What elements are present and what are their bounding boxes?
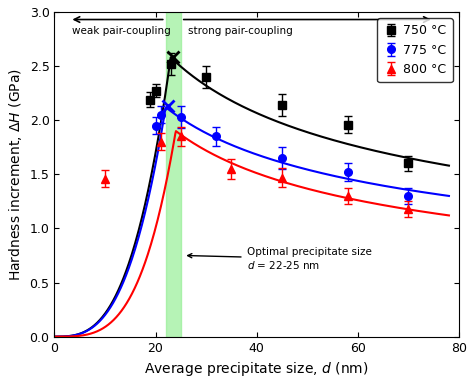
Legend: 750 °C, 775 °C, 800 °C: 750 °C, 775 °C, 800 °C [377,18,453,82]
Text: weak pair-coupling: weak pair-coupling [72,27,171,37]
X-axis label: Average precipitate size, $d$ (nm): Average precipitate size, $d$ (nm) [145,360,369,378]
Y-axis label: Hardness increment, $\Delta H$ (GPa): Hardness increment, $\Delta H$ (GPa) [7,68,24,281]
Bar [165,12,181,336]
Text: Optimal precipitate size
$d$ = 22-25 nm: Optimal precipitate size $d$ = 22-25 nm [188,247,372,271]
Text: strong pair-coupling: strong pair-coupling [189,27,293,37]
